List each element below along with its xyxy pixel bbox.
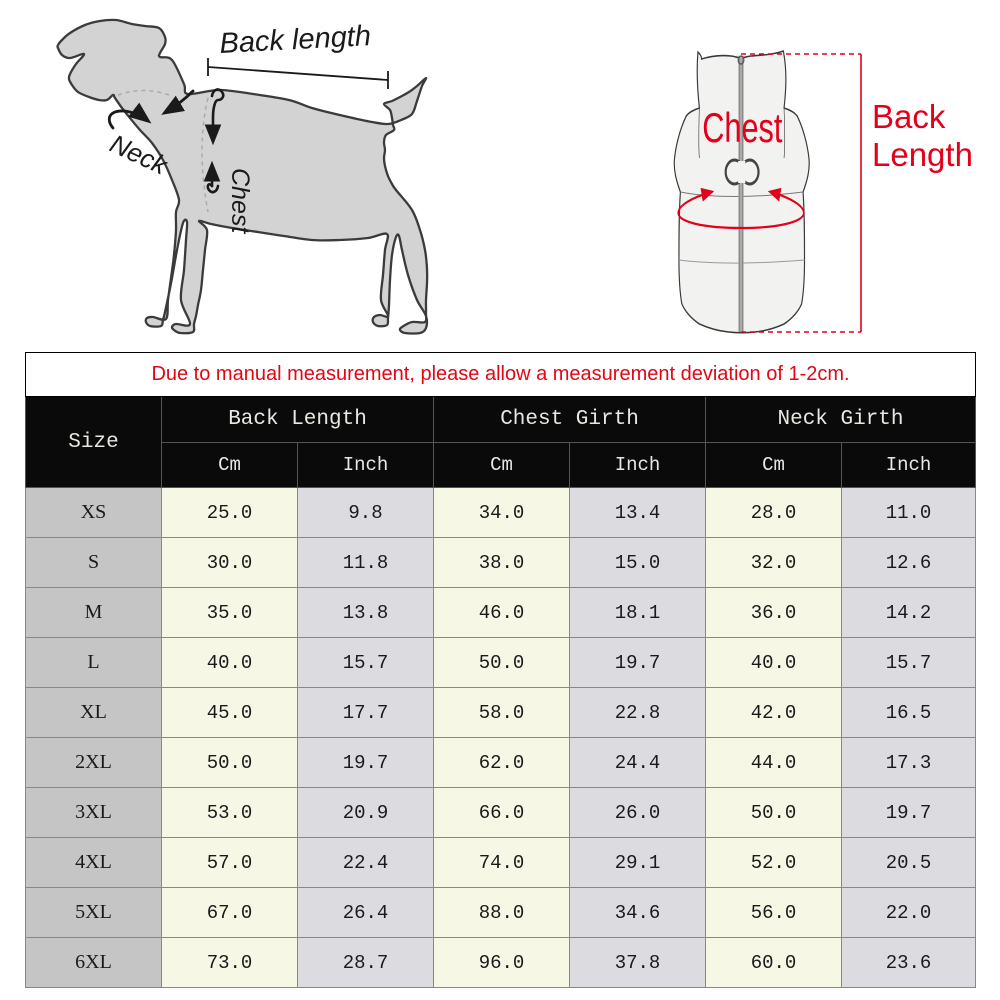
svg-text:Back: Back [872, 98, 946, 135]
svg-text:Chest: Chest [702, 104, 782, 151]
svg-text:Chest: Chest [226, 168, 254, 234]
svg-text:Length: Length [872, 136, 973, 173]
svg-text:Back length: Back length [219, 20, 372, 60]
